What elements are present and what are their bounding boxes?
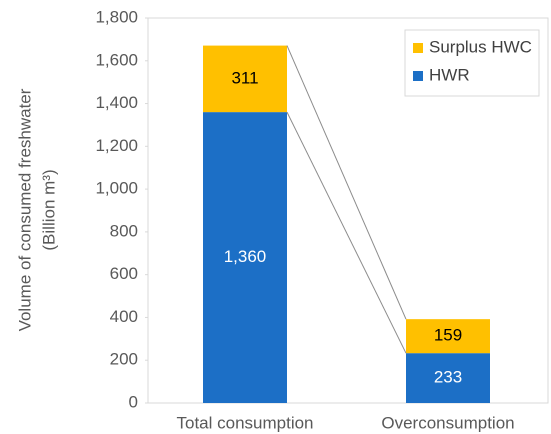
bar-segment xyxy=(203,112,287,403)
x-tick-label: Total consumption xyxy=(176,413,313,432)
y-tick-label: 1,000 xyxy=(95,179,138,198)
bar-segment xyxy=(203,45,287,113)
connector-line xyxy=(286,45,407,320)
plot-frame xyxy=(147,17,549,404)
data-label: 311 xyxy=(231,68,258,87)
y-axis-label: (Billion m³) xyxy=(39,169,58,250)
legend-label: Surplus HWC xyxy=(429,37,532,56)
connector-line xyxy=(286,111,407,354)
y-tick-label: 1,800 xyxy=(95,7,138,26)
data-label: 233 xyxy=(434,368,462,387)
y-tick-label: 800 xyxy=(110,221,138,240)
y-tick-label: 600 xyxy=(110,264,138,283)
legend-swatch xyxy=(413,43,423,53)
y-axis-label: Volume of consumed freshwater xyxy=(15,88,34,331)
data-label: 159 xyxy=(434,326,462,345)
legend-swatch xyxy=(413,71,423,81)
legend-label: HWR xyxy=(429,65,470,84)
y-tick-label: 1,600 xyxy=(95,50,138,69)
y-tick-label: 200 xyxy=(110,350,138,369)
y-tick-label: 400 xyxy=(110,307,138,326)
bar-segment xyxy=(406,319,490,354)
y-tick-label: 1,200 xyxy=(95,136,138,155)
legend-box xyxy=(404,29,540,97)
x-tick-label: Overconsumption xyxy=(381,413,514,432)
y-tick-label: 0 xyxy=(129,392,138,411)
data-label: 1,360 xyxy=(224,247,267,266)
y-tick-label: 1,400 xyxy=(95,93,138,112)
bar-segment xyxy=(406,353,490,403)
